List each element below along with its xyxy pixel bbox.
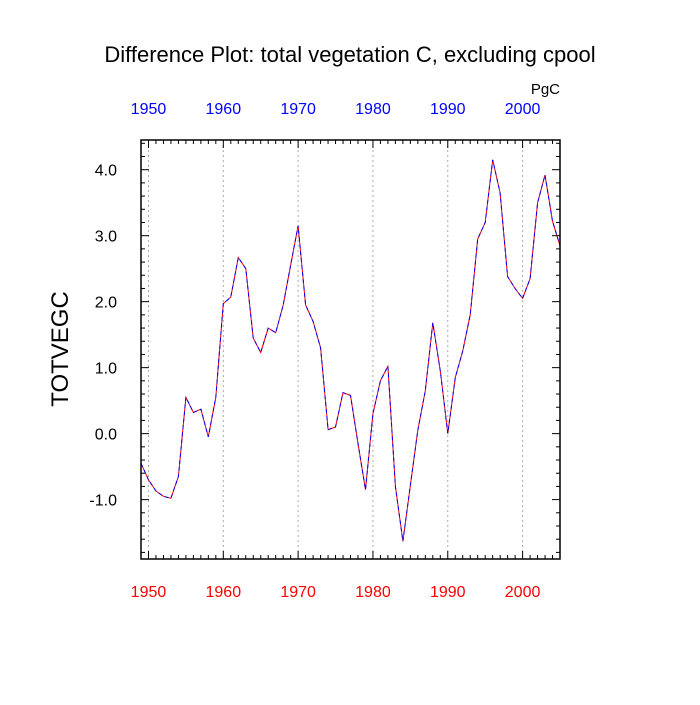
x-tick-label-bottom: 1980	[355, 584, 391, 601]
y-tick-label: 1.0	[95, 361, 117, 378]
series-line	[140, 159, 561, 542]
x-tick-label-top: 1970	[280, 101, 316, 118]
x-tick-label-top: 1950	[131, 101, 167, 118]
series-line-dash	[140, 159, 561, 542]
y-tick-label: 0.0	[95, 427, 117, 444]
x-tick-label-top: 1980	[355, 101, 391, 118]
grid-lines	[147, 140, 524, 559]
chart-title: Difference Plot: total vegetation C, exc…	[104, 42, 595, 67]
tick-labels: 1950 1950 1960 1960 1970 1970 1980 1980 1990 1990…	[89, 101, 540, 601]
y-tick-label: 4.0	[95, 163, 117, 180]
x-tick-label-bottom: 2000	[505, 584, 541, 601]
x-tick-label-bottom: 1960	[206, 584, 242, 601]
axes	[140, 139, 561, 560]
x-tick-label-top: 1990	[430, 101, 466, 118]
units-label: PgC	[531, 81, 560, 98]
y-tick-label: 3.0	[95, 229, 117, 246]
x-tick-label-bottom: 1950	[131, 584, 167, 601]
x-tick-label-top: 1960	[206, 101, 242, 118]
y-tick-label: 2.0	[95, 295, 117, 312]
x-tick-label-top: 2000	[505, 101, 541, 118]
y-axis-label: TOTVEGC	[47, 291, 74, 407]
x-tick-label-bottom: 1970	[280, 584, 316, 601]
plot-frame	[140, 139, 561, 560]
x-tick-label-bottom: 1990	[430, 584, 466, 601]
series-group	[140, 159, 561, 542]
y-tick-label: -1.0	[89, 493, 117, 510]
